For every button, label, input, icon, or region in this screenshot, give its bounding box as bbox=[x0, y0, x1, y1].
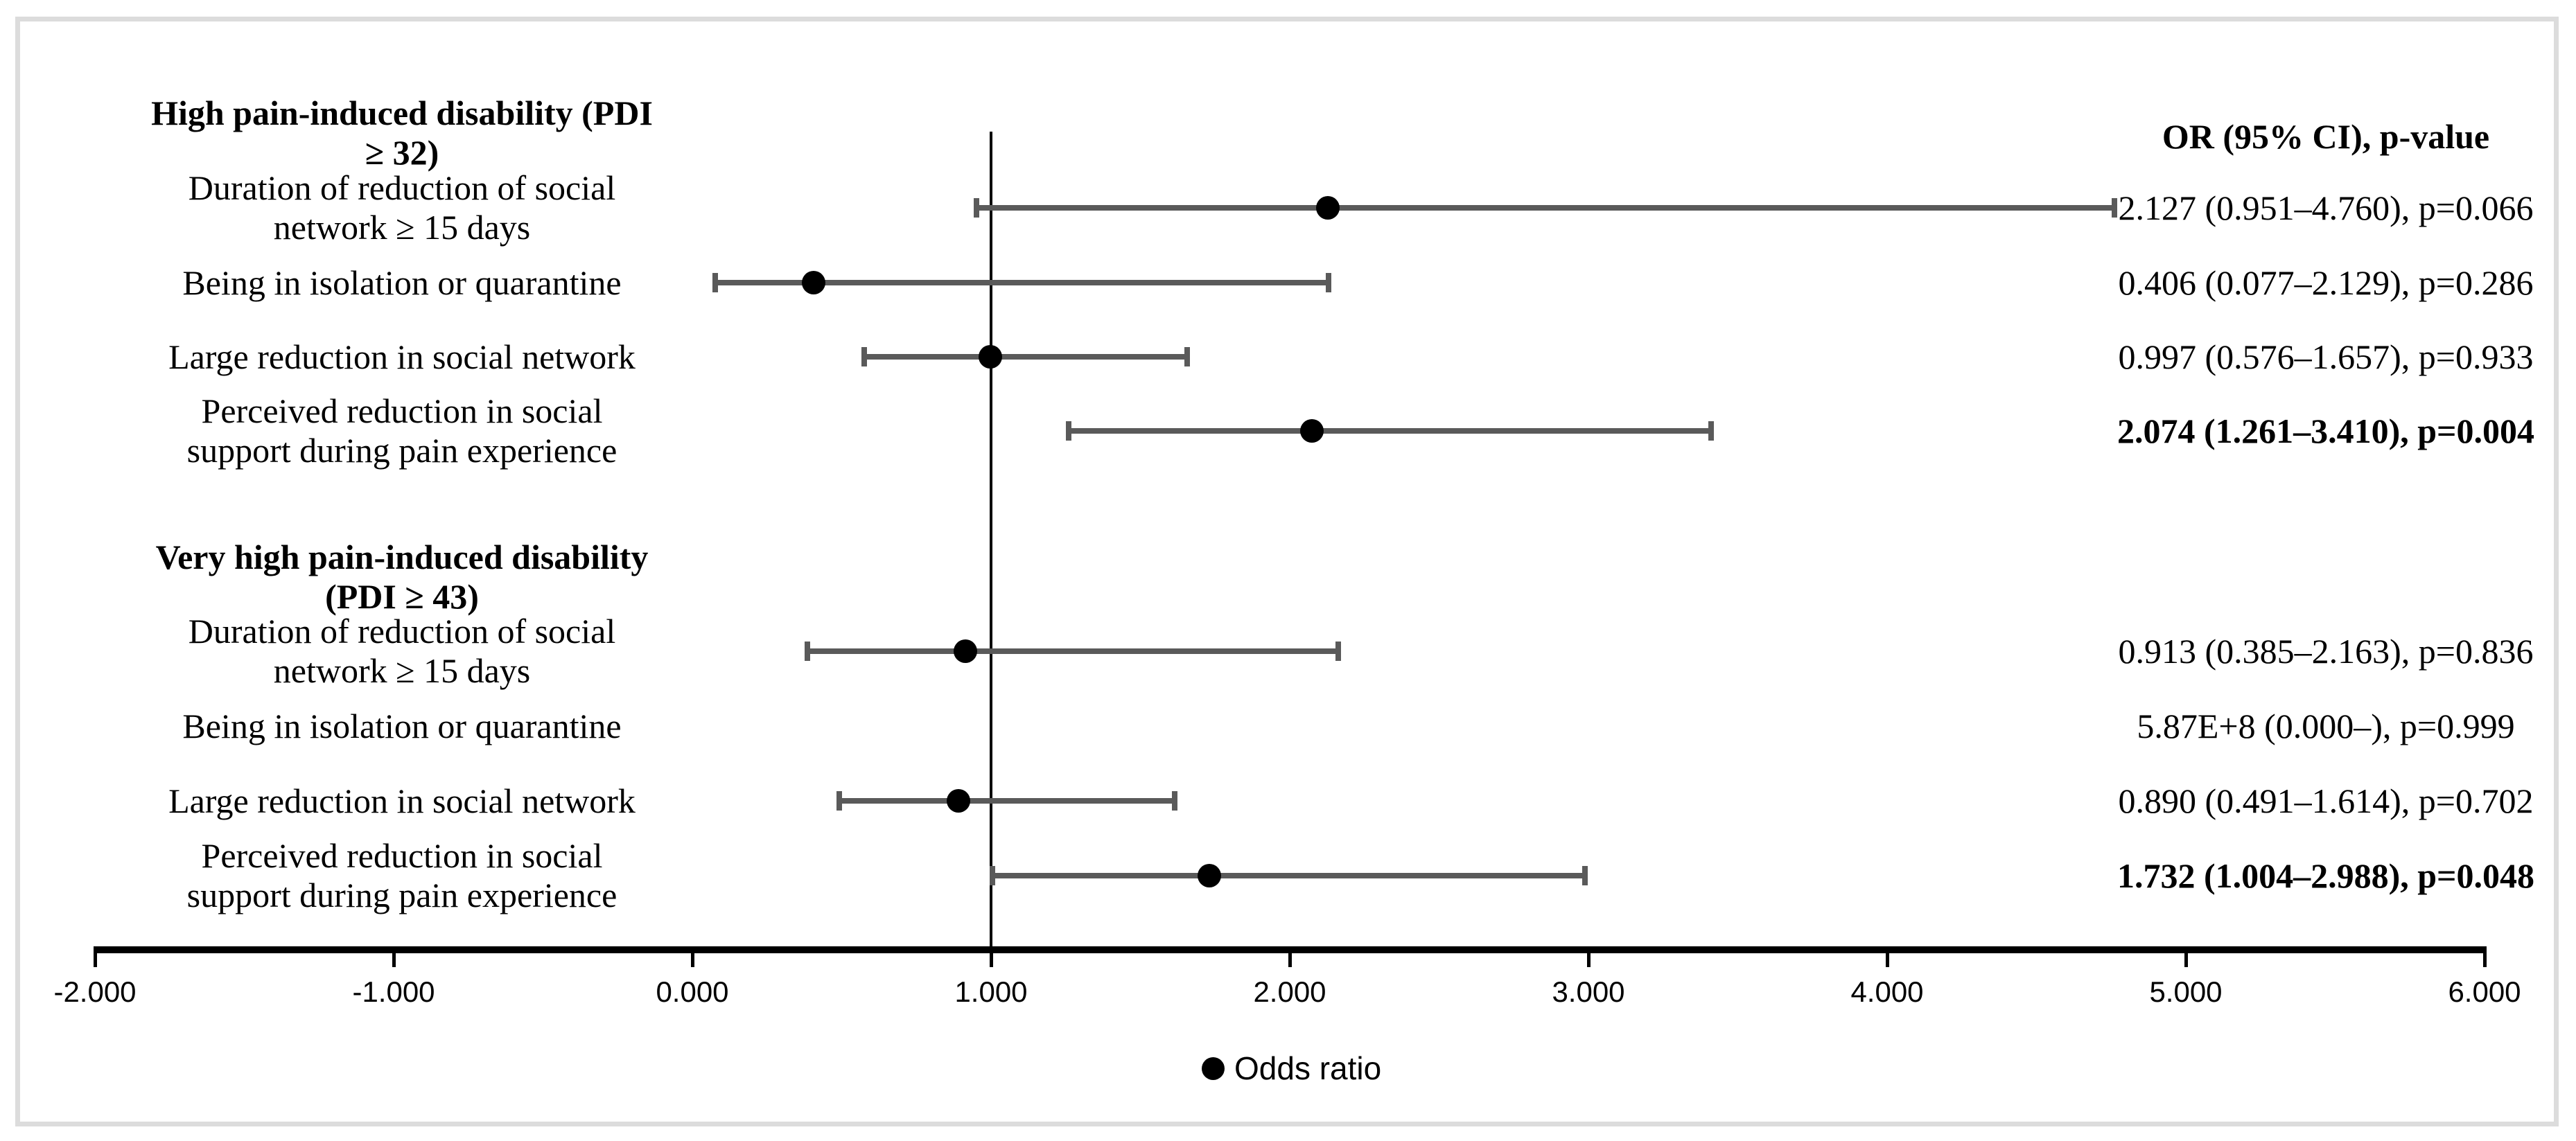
or-ci-pvalue: 1.732 (1.004–2.988), p=0.048 bbox=[2117, 856, 2535, 895]
row-label: Duration of reduction of social network … bbox=[188, 168, 616, 247]
x-axis-tick-label: 0.000 bbox=[656, 975, 729, 1008]
or-ci-pvalue: 5.87E+8 (0.000–), p=0.999 bbox=[2137, 707, 2515, 745]
odds-ratio-marker bbox=[801, 271, 825, 294]
ci-error-bar bbox=[715, 280, 1329, 285]
ci-cap-left bbox=[836, 791, 842, 811]
filled-circle-icon bbox=[1202, 1056, 1225, 1080]
row-label: Duration of reduction of social network … bbox=[188, 612, 616, 690]
row-label: Large reduction in social network bbox=[168, 337, 636, 376]
x-axis-tick-label: -1.000 bbox=[352, 975, 435, 1008]
ci-cap-right bbox=[1708, 421, 1714, 441]
or-column-header: OR (95% CI), p-value bbox=[2162, 117, 2490, 156]
ci-cap-right bbox=[1335, 642, 1342, 661]
x-axis-tick bbox=[691, 953, 694, 967]
row-label: Large reduction in social network bbox=[168, 781, 636, 820]
odds-ratio-marker bbox=[953, 639, 977, 663]
legend-label: Odds ratio bbox=[1234, 1050, 1382, 1086]
x-axis-tick bbox=[94, 953, 97, 967]
ci-error-bar bbox=[864, 354, 1188, 360]
row-label: Perceived reduction in social support du… bbox=[186, 391, 617, 470]
reference-line-or-1 bbox=[990, 132, 992, 953]
ci-error-bar bbox=[807, 648, 1339, 654]
ci-error-bar bbox=[992, 873, 1585, 878]
group-header: High pain-induced disability (PDI ≥ 32) bbox=[151, 94, 653, 172]
odds-ratio-marker bbox=[1198, 864, 1222, 887]
odds-ratio-marker bbox=[1299, 419, 1324, 443]
or-ci-pvalue: 2.074 (1.261–3.410), p=0.004 bbox=[2117, 412, 2535, 450]
x-axis-tick bbox=[2184, 953, 2188, 967]
x-axis-line bbox=[94, 946, 2487, 953]
row-label: Being in isolation or quarantine bbox=[182, 263, 622, 302]
ci-cap-right bbox=[1325, 273, 1331, 292]
x-axis-tick bbox=[1587, 953, 1591, 967]
x-axis-tick-label: 5.000 bbox=[2149, 975, 2223, 1008]
ci-error-bar bbox=[839, 798, 1175, 804]
x-axis-tick bbox=[2483, 953, 2487, 967]
ci-cap-right bbox=[1171, 791, 1177, 811]
or-ci-pvalue: 0.890 (0.491–1.614), p=0.702 bbox=[2118, 781, 2534, 820]
or-ci-pvalue: 0.406 (0.077–2.129), p=0.286 bbox=[2118, 263, 2534, 302]
ci-error-bar bbox=[1069, 428, 1711, 434]
row-label: Perceived reduction in social support du… bbox=[186, 836, 617, 914]
row-label: Being in isolation or quarantine bbox=[182, 706, 622, 745]
figure-border-frame bbox=[15, 17, 2559, 1126]
odds-ratio-marker bbox=[978, 345, 1002, 369]
ci-cap-right bbox=[2111, 198, 2117, 218]
x-axis-tick-label: 2.000 bbox=[1253, 975, 1326, 1008]
x-axis-tick bbox=[1288, 953, 1292, 967]
x-axis-tick bbox=[1886, 953, 1889, 967]
odds-ratio-marker bbox=[946, 789, 970, 813]
ci-cap-left bbox=[712, 273, 719, 292]
ci-cap-left bbox=[989, 866, 995, 885]
ci-cap-left bbox=[973, 198, 979, 218]
ci-error-bar bbox=[976, 205, 2114, 211]
x-axis-tick-label: 4.000 bbox=[1850, 975, 1924, 1008]
ci-cap-left bbox=[861, 347, 868, 366]
or-ci-pvalue: 0.997 (0.576–1.657), p=0.933 bbox=[2118, 337, 2534, 376]
or-ci-pvalue: 2.127 (0.951–4.760), p=0.066 bbox=[2118, 188, 2534, 227]
x-axis-tick-label: 3.000 bbox=[1552, 975, 1625, 1008]
legend: Odds ratio bbox=[1202, 1050, 1382, 1086]
x-axis-tick-label: 1.000 bbox=[954, 975, 1028, 1008]
x-axis-tick-label: 6.000 bbox=[2448, 975, 2521, 1008]
ci-cap-left bbox=[804, 642, 810, 661]
ci-cap-right bbox=[1581, 866, 1588, 885]
or-ci-pvalue: 0.913 (0.385–2.163), p=0.836 bbox=[2118, 632, 2534, 671]
x-axis-tick-label: -2.000 bbox=[53, 975, 137, 1008]
odds-ratio-marker bbox=[1315, 196, 1340, 220]
ci-cap-left bbox=[1066, 421, 1072, 441]
x-axis-tick bbox=[392, 953, 396, 967]
x-axis-tick bbox=[990, 953, 993, 967]
group-header: Very high pain-induced disability (PDI ≥… bbox=[155, 538, 649, 616]
ci-cap-right bbox=[1184, 347, 1191, 366]
